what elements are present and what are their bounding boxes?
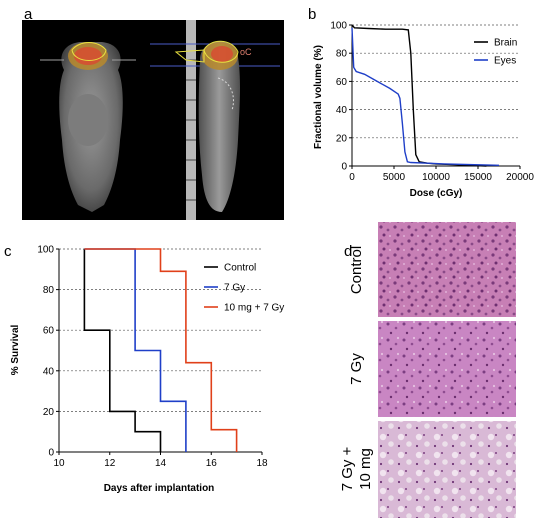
legend-label: Brain <box>494 38 517 49</box>
y-tick-label: 40 <box>336 105 348 116</box>
histology-label-7gy: 7 Gy <box>348 353 365 385</box>
series-line-eyes <box>351 27 500 166</box>
ct-coronal-contour <box>71 42 107 61</box>
y-tick-label: 100 <box>330 21 347 32</box>
histology-image-control <box>378 222 516 317</box>
dvh-x-axis-label: Dose (cGy) <box>410 188 463 199</box>
ct-sagittal-tumor-dose <box>211 46 233 62</box>
panel-label-b: b <box>308 6 317 23</box>
survival-chart: % Survival Days after implantation 0 20 40… <box>10 245 284 495</box>
x-tick-label: 20000 <box>506 172 534 183</box>
survival-y-axis-label: % Survival <box>10 324 21 375</box>
ct-sagittal-eye-contour <box>174 49 205 63</box>
x-tick-label: 5000 <box>383 172 406 183</box>
histology-image-7gy <box>378 321 516 417</box>
legend-label: Control <box>224 263 256 274</box>
y-tick-label: 60 <box>43 326 55 337</box>
survival-x-axis-label: Days after implantation <box>104 483 215 494</box>
dvh-y-axis-label: Fractional volume (%) <box>313 45 324 149</box>
panel-label-d: d <box>344 243 353 260</box>
legend-label: Eyes <box>494 56 516 67</box>
panel-label-c: c <box>4 243 12 260</box>
dvh-chart: Fractional volume (%) Dose (cGy) 0 20 40 60… <box>313 21 534 200</box>
y-tick-label: 40 <box>43 366 55 377</box>
panel-label-a: a <box>24 6 33 23</box>
histology-label-7gy-10mg-line1: 7 Gy + <box>339 446 356 491</box>
legend-label: 10 mg + 7 Gy <box>224 303 284 314</box>
y-tick-label: 100 <box>37 245 54 256</box>
y-tick-label: 20 <box>336 133 348 144</box>
ct-coronal-abdomen <box>68 94 108 146</box>
series-line-brain <box>351 24 487 167</box>
histology-label-7gy-10mg-line2: 10 mg <box>357 448 374 490</box>
histology-panel: Control 7 Gy 7 Gy + 10 mg <box>339 222 516 518</box>
series-line-10-mg-7-gy <box>84 248 238 452</box>
ct-sagittal-bed-ticks <box>186 59 196 201</box>
x-tick-label: 12 <box>104 458 116 469</box>
x-tick-label: 14 <box>155 458 167 469</box>
y-tick-label: 80 <box>43 285 55 296</box>
y-tick-label: 60 <box>336 77 348 88</box>
histology-image-7gy-10mg <box>378 421 516 518</box>
ct-image-panel: oC <box>22 20 284 220</box>
x-tick-label: 10000 <box>422 172 450 183</box>
x-tick-label: 10 <box>53 458 65 469</box>
ct-sagittal-body <box>198 41 240 212</box>
ct-coronal-view <box>40 42 136 212</box>
y-tick-label: 0 <box>48 448 54 459</box>
y-tick-label: 20 <box>43 407 55 418</box>
ct-sagittal-contour <box>203 40 239 63</box>
ct-roi-label: oC <box>240 47 252 57</box>
ct-sagittal-view: oC <box>150 20 280 220</box>
ct-coronal-tumor-dose <box>74 47 102 65</box>
y-tick-label: 80 <box>336 49 348 60</box>
x-tick-label: 0 <box>349 172 355 183</box>
x-tick-label: 18 <box>256 458 268 469</box>
y-tick-label: 0 <box>341 162 347 173</box>
x-tick-label: 16 <box>206 458 218 469</box>
legend-label: 7 Gy <box>224 283 245 294</box>
series-line-control <box>83 249 162 452</box>
histology-label-control: Control <box>348 246 365 294</box>
x-tick-label: 15000 <box>464 172 492 183</box>
